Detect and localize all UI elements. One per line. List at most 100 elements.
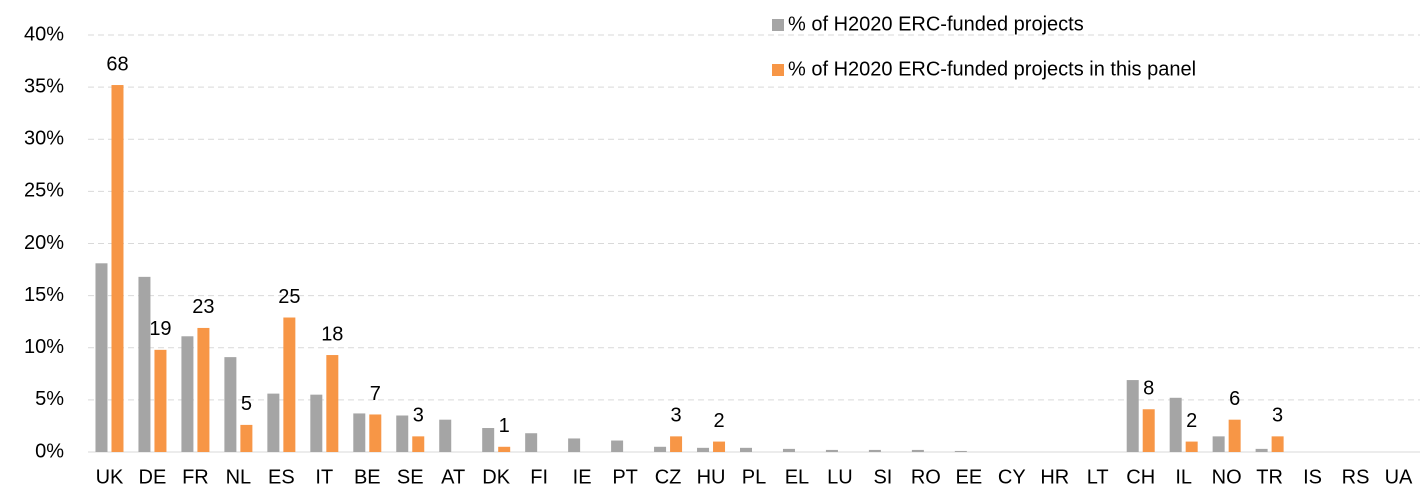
bar: [1142, 409, 1155, 452]
bar: [224, 357, 237, 452]
data-label: 25: [278, 286, 300, 308]
bar: [670, 436, 683, 452]
bar: [740, 447, 752, 452]
x-tick-label: PT: [612, 466, 638, 488]
y-tick-label: 5%: [35, 388, 64, 410]
y-tick-label: 25%: [24, 180, 64, 202]
bar: [498, 446, 511, 452]
bar: [240, 424, 253, 452]
x-tick-label: NL: [226, 466, 252, 488]
legend-label: % of H2020 ERC-funded projects in this p…: [788, 58, 1196, 80]
bar: [611, 440, 624, 452]
y-tick-label: 0%: [35, 440, 64, 462]
x-tick-label: IS: [1303, 466, 1322, 488]
bar: [353, 413, 366, 452]
x-tick-label: DK: [482, 466, 510, 488]
x-tick-label: CZ: [655, 466, 682, 488]
y-tick-label: 20%: [24, 232, 64, 254]
bar: [525, 433, 538, 452]
bar: [868, 449, 881, 452]
data-label: 19: [149, 318, 171, 340]
bar: [138, 276, 151, 452]
x-tick-label: CY: [998, 466, 1026, 488]
x-tick-label: AT: [441, 466, 465, 488]
bar: [782, 448, 795, 452]
data-label: 3: [671, 405, 682, 427]
x-tick-label: ES: [268, 466, 295, 488]
x-tick-label: TR: [1256, 466, 1283, 488]
bar: [283, 317, 296, 452]
x-tick-label: IT: [315, 466, 333, 488]
bar: [697, 447, 710, 452]
x-tick-label: FI: [530, 466, 548, 488]
x-tick-label: HU: [697, 466, 726, 488]
data-label: 2: [713, 410, 724, 432]
bar: [267, 393, 280, 452]
bar: [654, 446, 667, 452]
x-tick-label: EE: [955, 466, 982, 488]
x-tick-label: EL: [785, 466, 809, 488]
bar: [568, 438, 581, 452]
x-tick-label: RS: [1342, 466, 1370, 488]
bar: [310, 394, 323, 452]
x-tick-label: UK: [96, 466, 124, 488]
legend-label: % of H2020 ERC-funded projects: [788, 13, 1084, 35]
bar: [197, 327, 210, 452]
bar: [482, 428, 495, 452]
bar: [396, 415, 409, 452]
bar: [713, 441, 726, 452]
data-label: 3: [413, 405, 424, 427]
bar: [1126, 380, 1139, 452]
data-label: 2: [1186, 410, 1197, 432]
bar: [1169, 397, 1182, 452]
data-label: 1: [499, 415, 510, 437]
x-tick-label: HR: [1040, 466, 1069, 488]
bar: [1228, 419, 1241, 452]
bar: [911, 449, 924, 452]
x-tick-label: BE: [354, 466, 381, 488]
bar: [439, 419, 452, 452]
data-label: 3: [1272, 405, 1283, 427]
bar: [111, 85, 124, 452]
data-label: 8: [1143, 378, 1154, 400]
data-label: 6: [1229, 388, 1240, 410]
data-label: 18: [321, 323, 343, 345]
x-tick-label: SI: [873, 466, 892, 488]
bar: [1185, 441, 1198, 452]
x-tick-label: IL: [1175, 466, 1192, 488]
bar: [825, 449, 838, 452]
x-tick-label: FR: [182, 466, 209, 488]
x-tick-label: CH: [1126, 466, 1155, 488]
y-tick-label: 40%: [24, 23, 64, 45]
bar: [95, 263, 108, 452]
x-tick-label: PL: [742, 466, 766, 488]
data-label: 68: [106, 53, 128, 75]
data-label: 7: [370, 383, 381, 405]
x-tick-label: UA: [1385, 466, 1413, 488]
legend-swatch: [772, 64, 784, 76]
bar: [1271, 436, 1284, 452]
x-tick-label: LT: [1087, 466, 1109, 488]
data-label: 23: [192, 296, 214, 318]
bar: [181, 336, 194, 452]
x-tick-label: NO: [1212, 466, 1242, 488]
x-tick-label: IE: [573, 466, 592, 488]
y-tick-label: 30%: [24, 128, 64, 150]
x-tick-label: SE: [397, 466, 424, 488]
x-tick-label: DE: [139, 466, 167, 488]
x-tick-label: RO: [911, 466, 941, 488]
bar: [412, 436, 425, 452]
bar: [369, 414, 382, 452]
bar: [326, 355, 339, 452]
y-tick-label: 15%: [24, 284, 64, 306]
bar: [954, 450, 967, 452]
y-tick-label: 10%: [24, 336, 64, 358]
x-tick-label: LU: [827, 466, 853, 488]
legend-swatch: [772, 19, 784, 31]
y-tick-label: 35%: [24, 75, 64, 97]
data-label: 5: [241, 393, 252, 415]
bar: [1255, 448, 1268, 452]
bar: [154, 349, 167, 452]
bar: [1212, 436, 1225, 452]
